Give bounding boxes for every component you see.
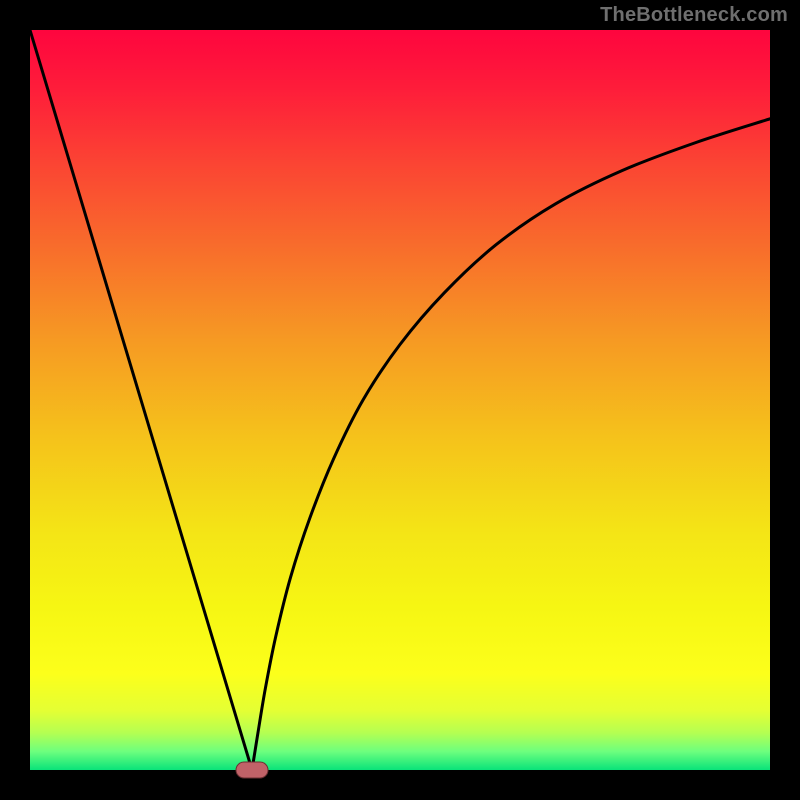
minimum-marker bbox=[236, 762, 268, 778]
chart-stage: TheBottleneck.com bbox=[0, 0, 800, 800]
watermark-text: TheBottleneck.com bbox=[600, 4, 788, 27]
bottleneck-chart bbox=[0, 0, 800, 800]
